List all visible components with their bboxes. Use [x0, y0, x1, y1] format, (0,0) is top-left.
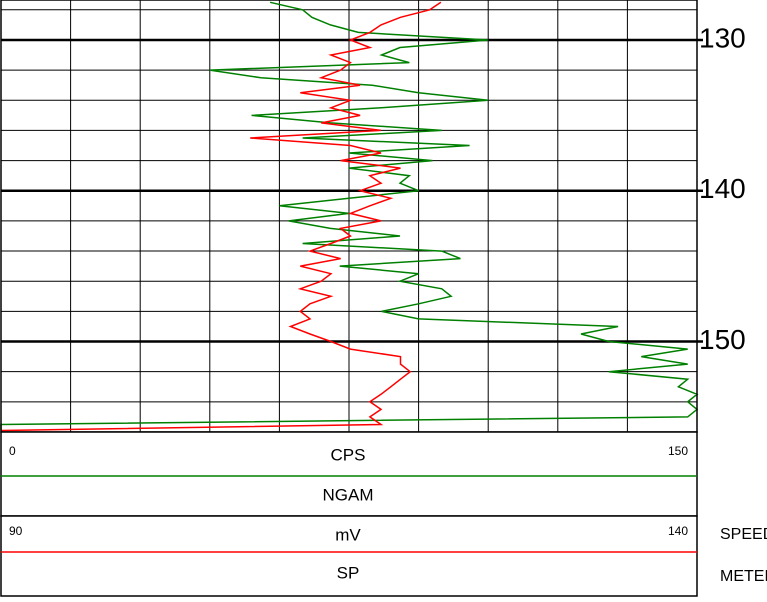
- scale-min: 90: [9, 524, 23, 538]
- header-panel: [0, 515, 698, 597]
- curve: [0, 1, 442, 432]
- scale-min: 0: [9, 444, 16, 458]
- curve: [0, 1, 699, 431]
- depth-label: 130: [699, 22, 746, 53]
- legend-name: NGAM: [323, 485, 374, 504]
- depth-label: 140: [699, 173, 746, 204]
- side-label: SPEED: [720, 526, 767, 543]
- scale-max: 140: [668, 524, 688, 538]
- side-label: METERS: [720, 568, 767, 585]
- unit-label: mV: [335, 525, 361, 544]
- unit-label: CPS: [331, 445, 366, 464]
- depth-label: 150: [699, 324, 746, 355]
- scale-max: 150: [668, 444, 688, 458]
- header-panel: [0, 431, 698, 517]
- legend-name: SP: [337, 563, 360, 582]
